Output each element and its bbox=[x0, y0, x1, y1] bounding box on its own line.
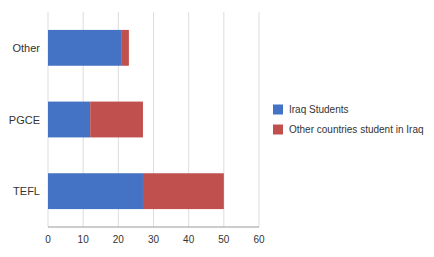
bar bbox=[48, 30, 122, 66]
x-tick-label: 40 bbox=[183, 234, 195, 245]
grid-line bbox=[259, 12, 260, 227]
bar bbox=[143, 173, 224, 209]
chart-container: Iraq Students Other countries student in … bbox=[0, 0, 434, 257]
y-tick-label: Other bbox=[12, 42, 40, 54]
x-tick-label: 50 bbox=[218, 234, 230, 245]
x-tick-label: 30 bbox=[148, 234, 160, 245]
legend-swatch bbox=[273, 105, 283, 115]
x-tick-label: 60 bbox=[253, 234, 265, 245]
legend-swatch bbox=[273, 125, 283, 135]
y-tick-label: TEFL bbox=[13, 185, 40, 197]
x-axis-line bbox=[48, 227, 259, 228]
y-tick-label: PGCE bbox=[9, 114, 40, 126]
bar bbox=[90, 102, 143, 138]
legend: Iraq Students Other countries student in … bbox=[273, 104, 424, 135]
bar bbox=[48, 102, 90, 138]
chart-svg: Iraq Students Other countries student in … bbox=[0, 0, 434, 257]
bar bbox=[48, 173, 143, 209]
x-tick-label: 10 bbox=[78, 234, 90, 245]
legend-label: Iraq Students bbox=[289, 104, 348, 115]
x-tick-label: 20 bbox=[113, 234, 125, 245]
x-tick-label: 0 bbox=[45, 234, 51, 245]
x-axis: 0 10 20 30 40 50 60 bbox=[45, 12, 265, 245]
bar bbox=[122, 30, 129, 66]
y-axis: TEFL PGCE Other bbox=[9, 42, 41, 197]
legend-label: Other countries student in Iraq bbox=[289, 124, 424, 135]
bars bbox=[48, 30, 224, 209]
